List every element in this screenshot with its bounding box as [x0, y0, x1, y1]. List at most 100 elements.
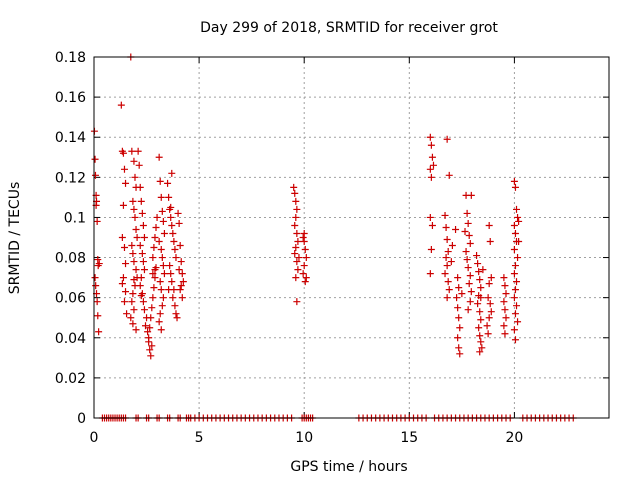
data-point [511, 262, 519, 270]
data-point [136, 242, 144, 250]
data-point [500, 274, 508, 282]
data-point [144, 328, 152, 336]
data-point [172, 310, 180, 318]
data-point [475, 268, 483, 276]
data-point [454, 304, 462, 312]
data-point [466, 240, 474, 248]
data-point [427, 246, 435, 254]
data-point [164, 179, 172, 187]
data-point [178, 270, 186, 278]
data-point [501, 282, 509, 290]
data-point [131, 173, 139, 181]
data-point [120, 244, 128, 252]
y-tick-label: 0.12 [55, 170, 86, 186]
data-point [514, 318, 522, 326]
data-point [130, 306, 138, 314]
data-point [428, 221, 436, 229]
data-point [455, 284, 463, 292]
data-point [168, 169, 176, 177]
data-point [117, 101, 125, 109]
data-point [140, 306, 148, 314]
y-tick-label: 0.18 [55, 50, 86, 66]
data-point [515, 238, 523, 246]
data-point [514, 213, 522, 221]
data-point [120, 165, 128, 173]
data-point [444, 248, 452, 256]
grid [94, 57, 609, 418]
data-point [123, 310, 131, 318]
x-tick-label: 15 [400, 430, 418, 446]
data-point [464, 219, 472, 227]
data-point [448, 242, 456, 250]
data-point [128, 298, 136, 306]
data-point [93, 298, 101, 306]
data-point [134, 147, 142, 155]
data-point [172, 254, 180, 262]
data-point [477, 284, 485, 292]
data-point [169, 229, 177, 237]
x-tick-label: 0 [90, 430, 99, 446]
data-point [175, 266, 183, 274]
data-point [486, 238, 494, 246]
data-point [447, 258, 455, 266]
data-point [151, 266, 159, 274]
data-point [300, 262, 308, 270]
data-point [129, 290, 137, 298]
data-point [511, 286, 519, 294]
data-point [428, 153, 436, 161]
y-tick-label: 0.04 [55, 331, 86, 347]
data-point [159, 217, 167, 225]
data-point [95, 328, 103, 336]
data-point [455, 314, 463, 322]
data-point [476, 308, 484, 316]
x-tick-label: 5 [195, 430, 204, 446]
data-point [293, 229, 301, 237]
data-point [456, 324, 464, 332]
data-point [302, 274, 310, 282]
data-point [160, 229, 168, 237]
data-point [130, 258, 138, 266]
data-point [92, 282, 100, 290]
data-point [479, 266, 487, 274]
data-point [500, 298, 508, 306]
y-tick-label: 0.02 [55, 371, 86, 387]
data-point [443, 294, 451, 302]
y-tick-label: 0.08 [55, 251, 86, 267]
data-point [477, 338, 485, 346]
data-point [148, 342, 156, 350]
data-point [175, 219, 183, 227]
data-point [455, 344, 463, 352]
data-point [502, 314, 510, 322]
data-point [139, 221, 147, 229]
data-point [301, 246, 309, 254]
axis-ticks: 0 0.02 0.04 0.06 0.08 0.1 0.12 0.14 0.16 0.18 0 5 10… [55, 50, 609, 446]
data-point [149, 270, 157, 278]
data-point [445, 286, 453, 294]
data-point [487, 274, 495, 282]
data-point [168, 221, 176, 229]
data-point [122, 288, 130, 296]
data-point [511, 229, 519, 237]
data-point [135, 161, 143, 169]
data-point [118, 280, 126, 288]
data-point [511, 310, 519, 318]
data-point [463, 256, 471, 264]
data-point [128, 242, 136, 250]
data-point [119, 274, 127, 282]
data-point [427, 173, 435, 181]
data-point [511, 183, 519, 191]
data-point [94, 256, 102, 264]
x-tick-label: 20 [505, 430, 523, 446]
data-point [466, 298, 474, 306]
data-point [145, 338, 153, 346]
data-point [178, 294, 186, 302]
data-point [474, 260, 482, 268]
data-point [443, 135, 451, 143]
data-point [158, 302, 166, 310]
data-point [452, 225, 460, 233]
data-point [444, 278, 452, 286]
data-point [132, 326, 140, 334]
data-point [484, 294, 492, 302]
data-point [453, 294, 461, 302]
y-tick-label: 0.06 [55, 291, 86, 307]
